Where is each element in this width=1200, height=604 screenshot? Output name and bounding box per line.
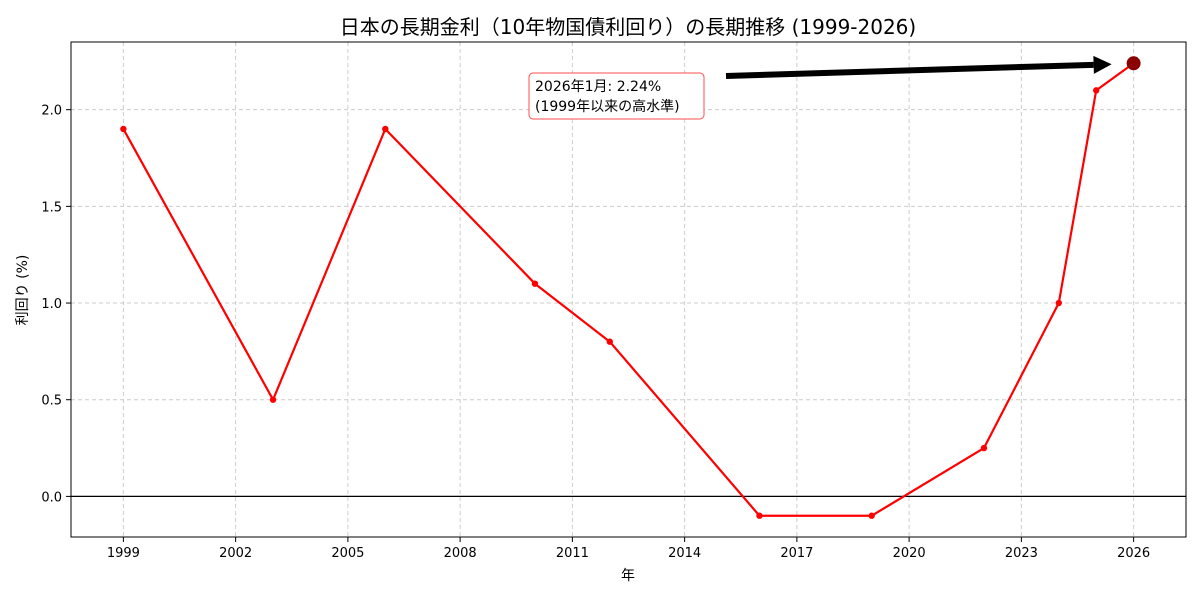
x-tick-label: 2014	[668, 546, 701, 561]
highlight-point-marker	[1126, 56, 1141, 71]
arrow-head-icon	[1093, 55, 1112, 74]
x-axis-ticks: 1999 2002 2005 2008 2011 2014 2017 2020 2023 2026	[107, 537, 1150, 561]
x-tick-label: 2020	[893, 546, 926, 561]
y-tick-label: 0.5	[41, 394, 62, 409]
data-point-marker	[980, 444, 988, 452]
yield-series	[120, 56, 1141, 519]
y-tick-label: 0.0	[41, 490, 62, 505]
annotation-arrow	[725, 61, 1094, 79]
y-tick-label: 2.0	[41, 104, 62, 119]
x-tick-label: 2023	[1005, 546, 1038, 561]
x-tick-label: 2005	[331, 546, 364, 561]
data-point-marker	[382, 125, 389, 133]
data-point-marker	[606, 338, 613, 345]
y-axis-label: 利回り (%)	[15, 255, 31, 326]
annotation: 2026年1月: 2.24% (1999年以来の高水準)	[528, 55, 1112, 120]
data-point-marker	[1093, 87, 1100, 94]
x-tick-label: 2008	[444, 546, 477, 561]
x-axis-label: 年	[621, 568, 635, 584]
annotation-line-1: 2026年1月: 2.24%	[535, 79, 661, 95]
y-axis-ticks: 0.0 0.5 1.0 1.5 2.0	[41, 104, 71, 505]
data-point-marker	[531, 280, 539, 287]
y-tick-label: 1.5	[41, 200, 62, 215]
plot-area-frame	[70, 41, 1187, 538]
y-tick-label: 1.0	[41, 297, 62, 312]
data-point-marker	[1055, 299, 1062, 307]
data-point-marker	[756, 512, 763, 519]
data-point-marker	[868, 512, 875, 519]
x-tick-label: 2026	[1117, 546, 1150, 561]
x-tick-label: 2011	[556, 546, 589, 561]
data-point-marker	[120, 125, 127, 133]
x-tick-label: 2017	[780, 546, 813, 561]
chart-title: 日本の長期金利（10年物国債利回り）の長期推移 (1999-2026)	[340, 15, 916, 39]
x-tick-label: 2002	[219, 546, 252, 561]
annotation-box	[528, 72, 705, 120]
x-tick-label: 1999	[107, 546, 140, 561]
data-point-marker	[269, 396, 277, 403]
annotation-line-2: (1999年以来の高水準)	[535, 98, 680, 115]
